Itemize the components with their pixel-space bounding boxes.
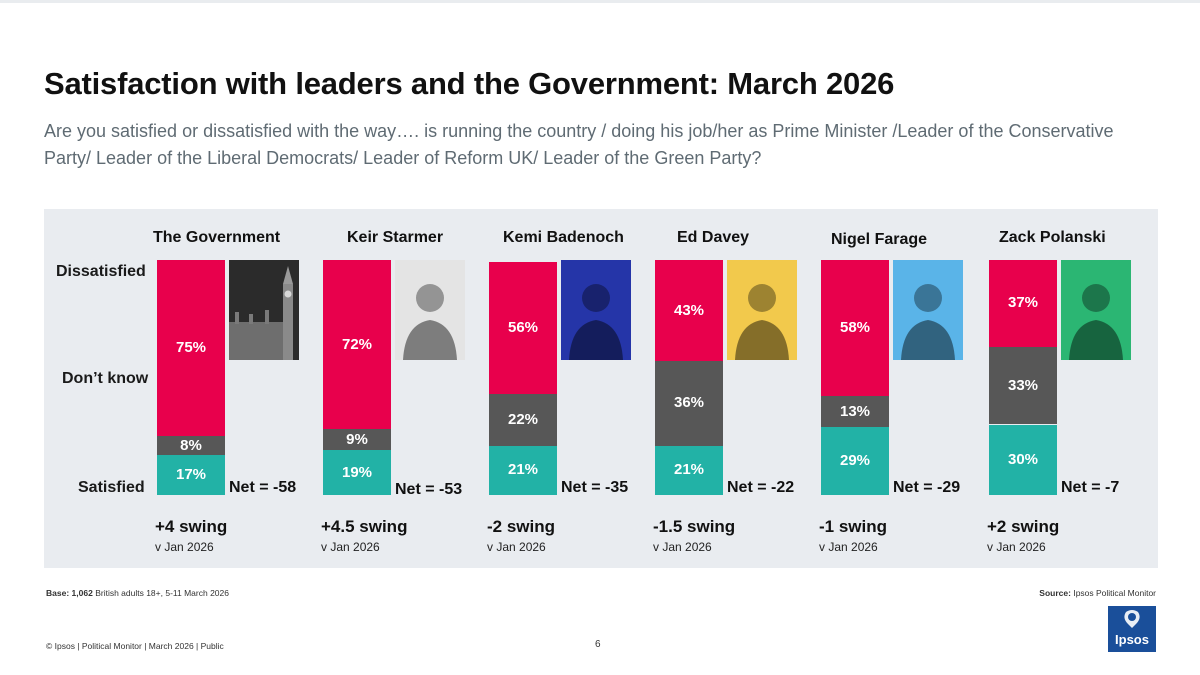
value-label-satisfied: 21% — [507, 461, 539, 479]
leader-name: Kemi Badenoch — [503, 229, 624, 246]
leader-photo — [1061, 260, 1131, 360]
value-label-dissatisfied: 43% — [673, 301, 705, 319]
leader-photo — [229, 260, 299, 360]
value-label-dont-know: 36% — [673, 394, 705, 412]
leader-photo — [395, 260, 465, 360]
swing-label: -1 swing — [819, 517, 888, 536]
value-label-dont-know: 9% — [346, 430, 368, 448]
copyright-footer: © Ipsos | Political Monitor | March 2026… — [46, 641, 224, 651]
person-silhouette-icon — [735, 284, 789, 360]
swing-subtitle: v Jan 2026 — [155, 540, 214, 554]
bar-segment-satisfied — [989, 424, 1057, 495]
bar-segment-dont-know — [655, 361, 723, 446]
leader-photo — [561, 260, 631, 360]
bar-segment-dont-know — [323, 429, 391, 451]
row-label-dont-know: Don’t know — [62, 370, 149, 387]
swing-subtitle: v Jan 2026 — [819, 540, 878, 554]
net-label: Net = -58 — [229, 479, 297, 496]
bar-segment-dont-know — [989, 346, 1057, 425]
bar-segment-dissatisfied — [989, 260, 1057, 347]
bar-segment-dissatisfied — [157, 260, 225, 437]
leader-name: The Government — [153, 229, 281, 246]
page-number: 6 — [595, 639, 601, 650]
base-note: Base: 1,062 British adults 18+, 5-11 Mar… — [46, 588, 229, 598]
value-label-dissatisfied: 72% — [341, 335, 373, 353]
bar-segment-satisfied — [821, 426, 889, 495]
swing-label: +4.5 swing — [321, 517, 408, 536]
swing-label: -2 swing — [487, 517, 556, 536]
row-label-dissatisfied: Dissatisfied — [56, 263, 146, 280]
net-label: Net = -29 — [893, 479, 961, 496]
value-label-dissatisfied: 75% — [175, 339, 207, 357]
net-label: Net = -35 — [561, 479, 629, 496]
value-label-dont-know: 13% — [839, 402, 871, 420]
swing-subtitle: v Jan 2026 — [653, 540, 712, 554]
swing-label: +4 swing — [155, 517, 228, 536]
net-label: Net = -53 — [395, 481, 463, 498]
person-silhouette-icon — [901, 284, 955, 360]
value-label-satisfied: 29% — [839, 451, 871, 469]
bar-segment-dissatisfied — [821, 260, 889, 397]
row-label-satisfied: Satisfied — [78, 479, 145, 496]
bar-segment-dissatisfied — [489, 262, 557, 394]
swing-subtitle: v Jan 2026 — [987, 540, 1046, 554]
swing-label: +2 swing — [987, 517, 1060, 536]
ipsos-logo: Ipsos — [1108, 606, 1156, 652]
swing-subtitle: v Jan 2026 — [487, 540, 546, 554]
swing-subtitle: v Jan 2026 — [321, 540, 380, 554]
leader-name: Keir Starmer — [347, 229, 444, 246]
big-ben-icon — [229, 260, 299, 360]
net-label: Net = -7 — [1061, 479, 1120, 496]
bar-segment-dont-know — [489, 393, 557, 446]
person-silhouette-icon — [403, 284, 457, 360]
bar-segment-dissatisfied — [323, 260, 391, 430]
bar-segment-satisfied — [157, 455, 225, 495]
page-subtitle: Are you satisfied or dissatisfied with t… — [44, 121, 1114, 168]
value-label-satisfied: 17% — [175, 466, 207, 484]
bar-segment-satisfied — [655, 445, 723, 495]
page-title: Satisfaction with leaders and the Govern… — [44, 66, 895, 101]
value-label-dont-know: 33% — [1007, 376, 1039, 394]
value-label-dissatisfied: 58% — [839, 319, 871, 337]
value-label-dissatisfied: 37% — [1007, 294, 1039, 312]
person-silhouette-icon — [569, 284, 623, 360]
bar-segment-satisfied — [323, 450, 391, 495]
bar-segment-dissatisfied — [655, 260, 723, 362]
value-label-satisfied: 19% — [341, 463, 373, 481]
leader-photo — [893, 260, 963, 360]
bar-segment-satisfied — [489, 445, 557, 495]
leader-name: Nigel Farage — [831, 231, 928, 248]
person-silhouette-icon — [1069, 284, 1123, 360]
bar-segment-dont-know — [821, 396, 889, 427]
leader-name: Ed Davey — [677, 229, 750, 246]
value-label-satisfied: 21% — [673, 461, 705, 479]
value-label-dont-know: 8% — [180, 436, 202, 454]
leader-name: Zack Polanski — [999, 229, 1106, 246]
top-rule — [0, 0, 1200, 3]
net-label: Net = -22 — [727, 479, 795, 496]
leader-photo — [727, 260, 797, 360]
swing-label: -1.5 swing — [653, 517, 736, 536]
value-label-dissatisfied: 56% — [507, 319, 539, 337]
value-label-satisfied: 30% — [1007, 450, 1039, 468]
logo-mark-icon — [1124, 610, 1140, 628]
logo-text: Ipsos — [1115, 632, 1149, 647]
bar-segment-dont-know — [157, 436, 225, 456]
source-note: Source: Ipsos Political Monitor — [1039, 588, 1156, 598]
value-label-dont-know: 22% — [507, 410, 539, 428]
